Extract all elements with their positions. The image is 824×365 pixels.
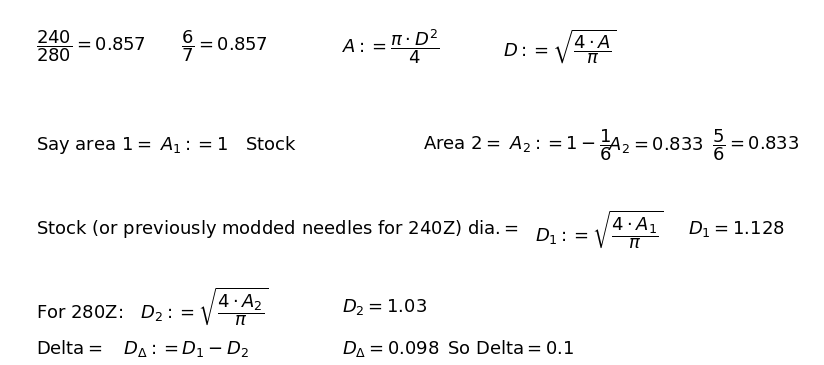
Text: $\text{For 280Z:} \quad D_2 := \sqrt{\dfrac{4 \cdot A_2}{\pi}}$: $\text{For 280Z:} \quad D_2 := \sqrt{\df… — [36, 285, 269, 328]
Text: $\text{Delta} = \quad D_{\Delta} := D_1 - D_2$: $\text{Delta} = \quad D_{\Delta} := D_1 … — [36, 338, 249, 360]
Text: $\dfrac{5}{6} = 0.833$: $\dfrac{5}{6} = 0.833$ — [713, 127, 800, 163]
Text: $D_{\Delta} = 0.098$: $D_{\Delta} = 0.098$ — [342, 339, 439, 359]
Text: $A_2 = 0.833$: $A_2 = 0.833$ — [608, 135, 704, 155]
Text: $D := \sqrt{\dfrac{4 \cdot A}{\pi}}$: $D := \sqrt{\dfrac{4 \cdot A}{\pi}}$ — [503, 27, 616, 66]
Text: $\text{Say area 1} = \ A_1 := 1 \quad \text{Stock}$: $\text{Say area 1} = \ A_1 := 1 \quad \t… — [36, 134, 297, 156]
Text: $\dfrac{240}{280} = 0.857$: $\dfrac{240}{280} = 0.857$ — [36, 28, 145, 64]
Text: $\text{Area 2} = \ A_2 := 1 - \dfrac{1}{6}$: $\text{Area 2} = \ A_2 := 1 - \dfrac{1}{… — [423, 127, 613, 163]
Text: $D_2 = 1.03$: $D_2 = 1.03$ — [342, 297, 428, 317]
Text: $D_1 := \sqrt{\dfrac{4 \cdot A_1}{\pi}}$: $D_1 := \sqrt{\dfrac{4 \cdot A_1}{\pi}}$ — [536, 208, 663, 250]
Text: $\text{Stock (or previously modded needles for 240Z) dia.} = $: $\text{Stock (or previously modded needl… — [36, 218, 519, 240]
Text: $D_1 = 1.128$: $D_1 = 1.128$ — [688, 219, 785, 239]
Text: $\text{So Delta} = 0.1$: $\text{So Delta} = 0.1$ — [447, 340, 574, 358]
Text: $A := \dfrac{\pi \cdot D^2}{4}$: $A := \dfrac{\pi \cdot D^2}{4}$ — [342, 27, 440, 66]
Text: $\dfrac{6}{7} = 0.857$: $\dfrac{6}{7} = 0.857$ — [181, 28, 267, 64]
